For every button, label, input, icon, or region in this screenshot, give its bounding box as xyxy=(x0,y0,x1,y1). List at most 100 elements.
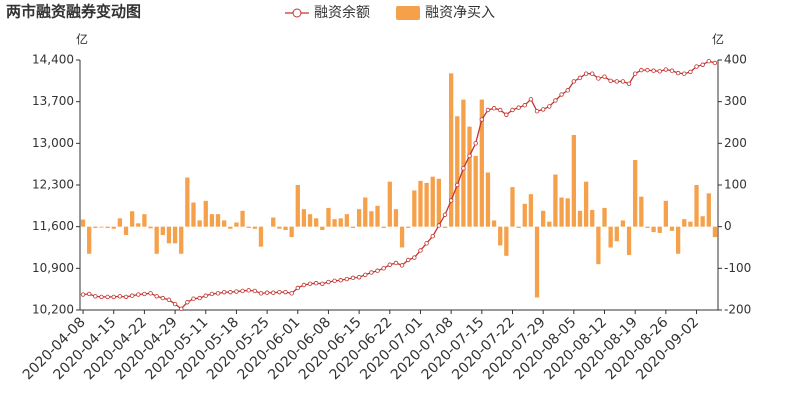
point xyxy=(295,285,300,291)
bar xyxy=(283,226,288,230)
bar xyxy=(467,126,472,227)
point xyxy=(577,75,583,81)
point xyxy=(129,293,135,298)
point xyxy=(172,301,178,307)
bar xyxy=(203,200,208,227)
bar xyxy=(620,220,626,227)
bar xyxy=(166,226,172,244)
bar xyxy=(80,219,86,227)
bar xyxy=(528,194,534,227)
point xyxy=(154,294,159,299)
bar xyxy=(93,226,98,228)
point xyxy=(191,296,196,301)
point xyxy=(442,212,448,217)
point xyxy=(93,294,98,299)
bar xyxy=(307,214,313,227)
y-unit: 亿 xyxy=(76,32,88,47)
point xyxy=(590,71,595,76)
bar xyxy=(639,196,644,227)
bar xyxy=(645,226,650,228)
point xyxy=(412,255,417,260)
bar xyxy=(559,197,564,227)
y-tick-label: 11,600 xyxy=(32,219,74,233)
point xyxy=(424,241,429,246)
point xyxy=(246,288,251,293)
legend-label: 融资余额 xyxy=(314,4,370,21)
bar xyxy=(117,218,123,227)
bar xyxy=(571,135,576,227)
y2-unit: 亿 xyxy=(712,32,724,47)
bar xyxy=(350,226,356,228)
point xyxy=(583,71,589,76)
bar xyxy=(277,226,282,229)
point xyxy=(669,68,675,73)
point xyxy=(571,79,577,84)
bar xyxy=(534,226,540,298)
point xyxy=(393,260,399,266)
bar xyxy=(252,226,257,229)
y2-tick-label: 200 xyxy=(724,136,747,150)
point xyxy=(123,294,129,300)
legend-swatch xyxy=(396,6,420,20)
bar xyxy=(381,226,386,228)
bar xyxy=(602,207,607,227)
chart-title: 两市融资融券变动图 xyxy=(6,3,141,21)
bar xyxy=(682,219,687,227)
point xyxy=(461,166,466,171)
bar xyxy=(240,210,245,227)
point xyxy=(626,81,632,87)
bar xyxy=(160,226,165,235)
point xyxy=(326,279,331,285)
point xyxy=(498,107,503,113)
bar xyxy=(479,99,484,227)
point xyxy=(614,79,619,84)
bar xyxy=(590,210,595,227)
point xyxy=(160,295,166,301)
legend-point xyxy=(292,8,302,18)
point xyxy=(418,248,423,253)
point xyxy=(663,67,669,72)
point xyxy=(565,88,570,93)
point xyxy=(694,64,699,69)
point xyxy=(277,289,282,295)
point xyxy=(301,282,307,288)
y2-tick-label: 300 xyxy=(724,94,747,108)
bar xyxy=(105,226,110,228)
point xyxy=(688,69,693,75)
y2-tick-label: 0 xyxy=(724,219,732,233)
point xyxy=(375,268,380,273)
point xyxy=(197,295,202,301)
bar xyxy=(234,222,239,227)
bar xyxy=(338,218,343,227)
bar xyxy=(583,181,589,227)
point xyxy=(534,108,540,114)
point xyxy=(87,291,92,297)
bar xyxy=(301,209,307,227)
point xyxy=(111,294,116,300)
point xyxy=(528,97,534,102)
point xyxy=(448,198,454,203)
point xyxy=(657,69,662,74)
bar xyxy=(148,226,153,229)
point xyxy=(350,275,356,281)
point xyxy=(682,71,687,76)
bar xyxy=(375,205,380,227)
point xyxy=(105,294,110,300)
y-tick-label: 10,200 xyxy=(32,303,74,317)
bar xyxy=(712,226,718,238)
point xyxy=(117,294,123,299)
bar xyxy=(504,226,509,256)
bar xyxy=(547,221,552,227)
legend-label: 融资净买入 xyxy=(425,5,495,21)
point xyxy=(399,263,405,268)
bar xyxy=(191,202,196,227)
y2-tick-label: 100 xyxy=(724,178,747,192)
point xyxy=(344,276,350,282)
bar xyxy=(608,226,613,248)
y2-tick-label: -100 xyxy=(724,261,751,275)
bar xyxy=(271,217,276,227)
point xyxy=(148,291,153,296)
bar xyxy=(332,219,337,227)
point xyxy=(166,297,172,303)
bar xyxy=(129,211,135,227)
